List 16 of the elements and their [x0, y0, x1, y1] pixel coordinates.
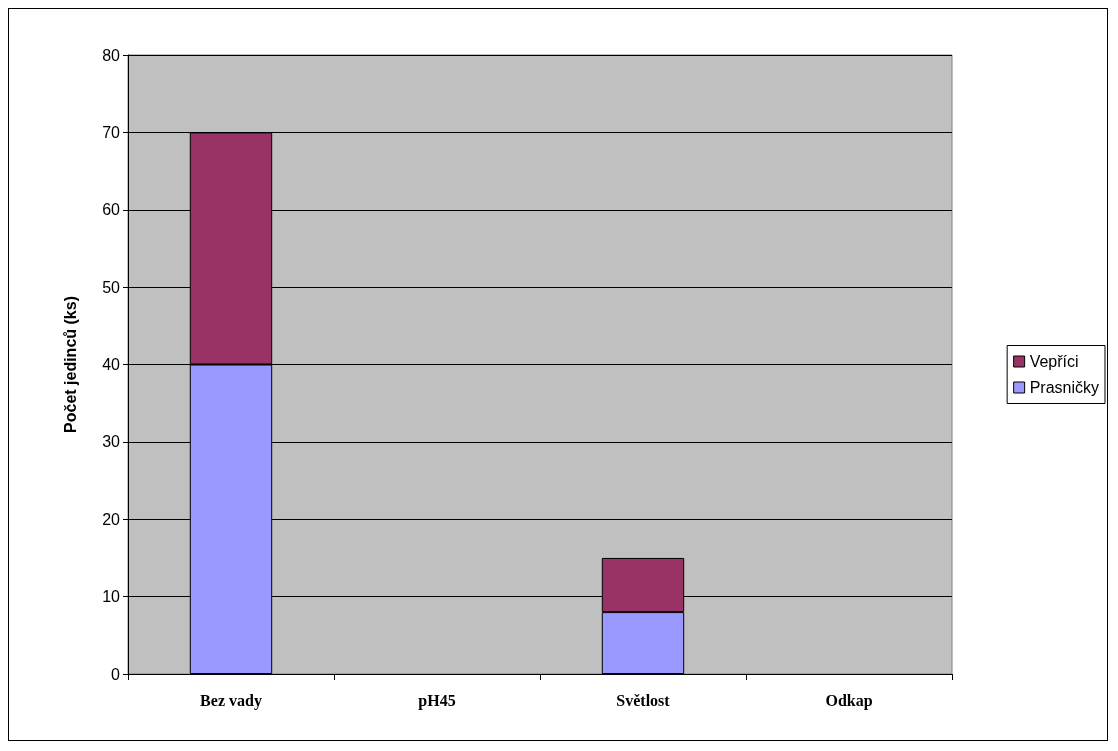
x-tick-label: Odkap — [825, 691, 873, 710]
y-tick-label: 80 — [102, 46, 121, 64]
y-tick-label: 30 — [102, 433, 121, 451]
y-tick-label: 40 — [102, 356, 121, 373]
y-tick-label: 50 — [102, 278, 121, 296]
x-tick-label: Bez vady — [200, 691, 262, 710]
legend-label: Vepříci — [1029, 353, 1079, 370]
x-tick-label: Světlost — [616, 691, 671, 709]
y-axis-title: Počet jedinců (ks) — [61, 296, 79, 433]
y-tick-label: 70 — [102, 123, 121, 141]
y-tick-label: 10 — [102, 588, 121, 606]
legend-label: Prasničky — [1029, 379, 1100, 396]
y-tick-label: 20 — [102, 510, 121, 528]
y-tick-label: 0 — [111, 665, 121, 683]
y-tick-label: 60 — [102, 201, 121, 219]
x-tick-label: pH45 — [418, 691, 456, 710]
